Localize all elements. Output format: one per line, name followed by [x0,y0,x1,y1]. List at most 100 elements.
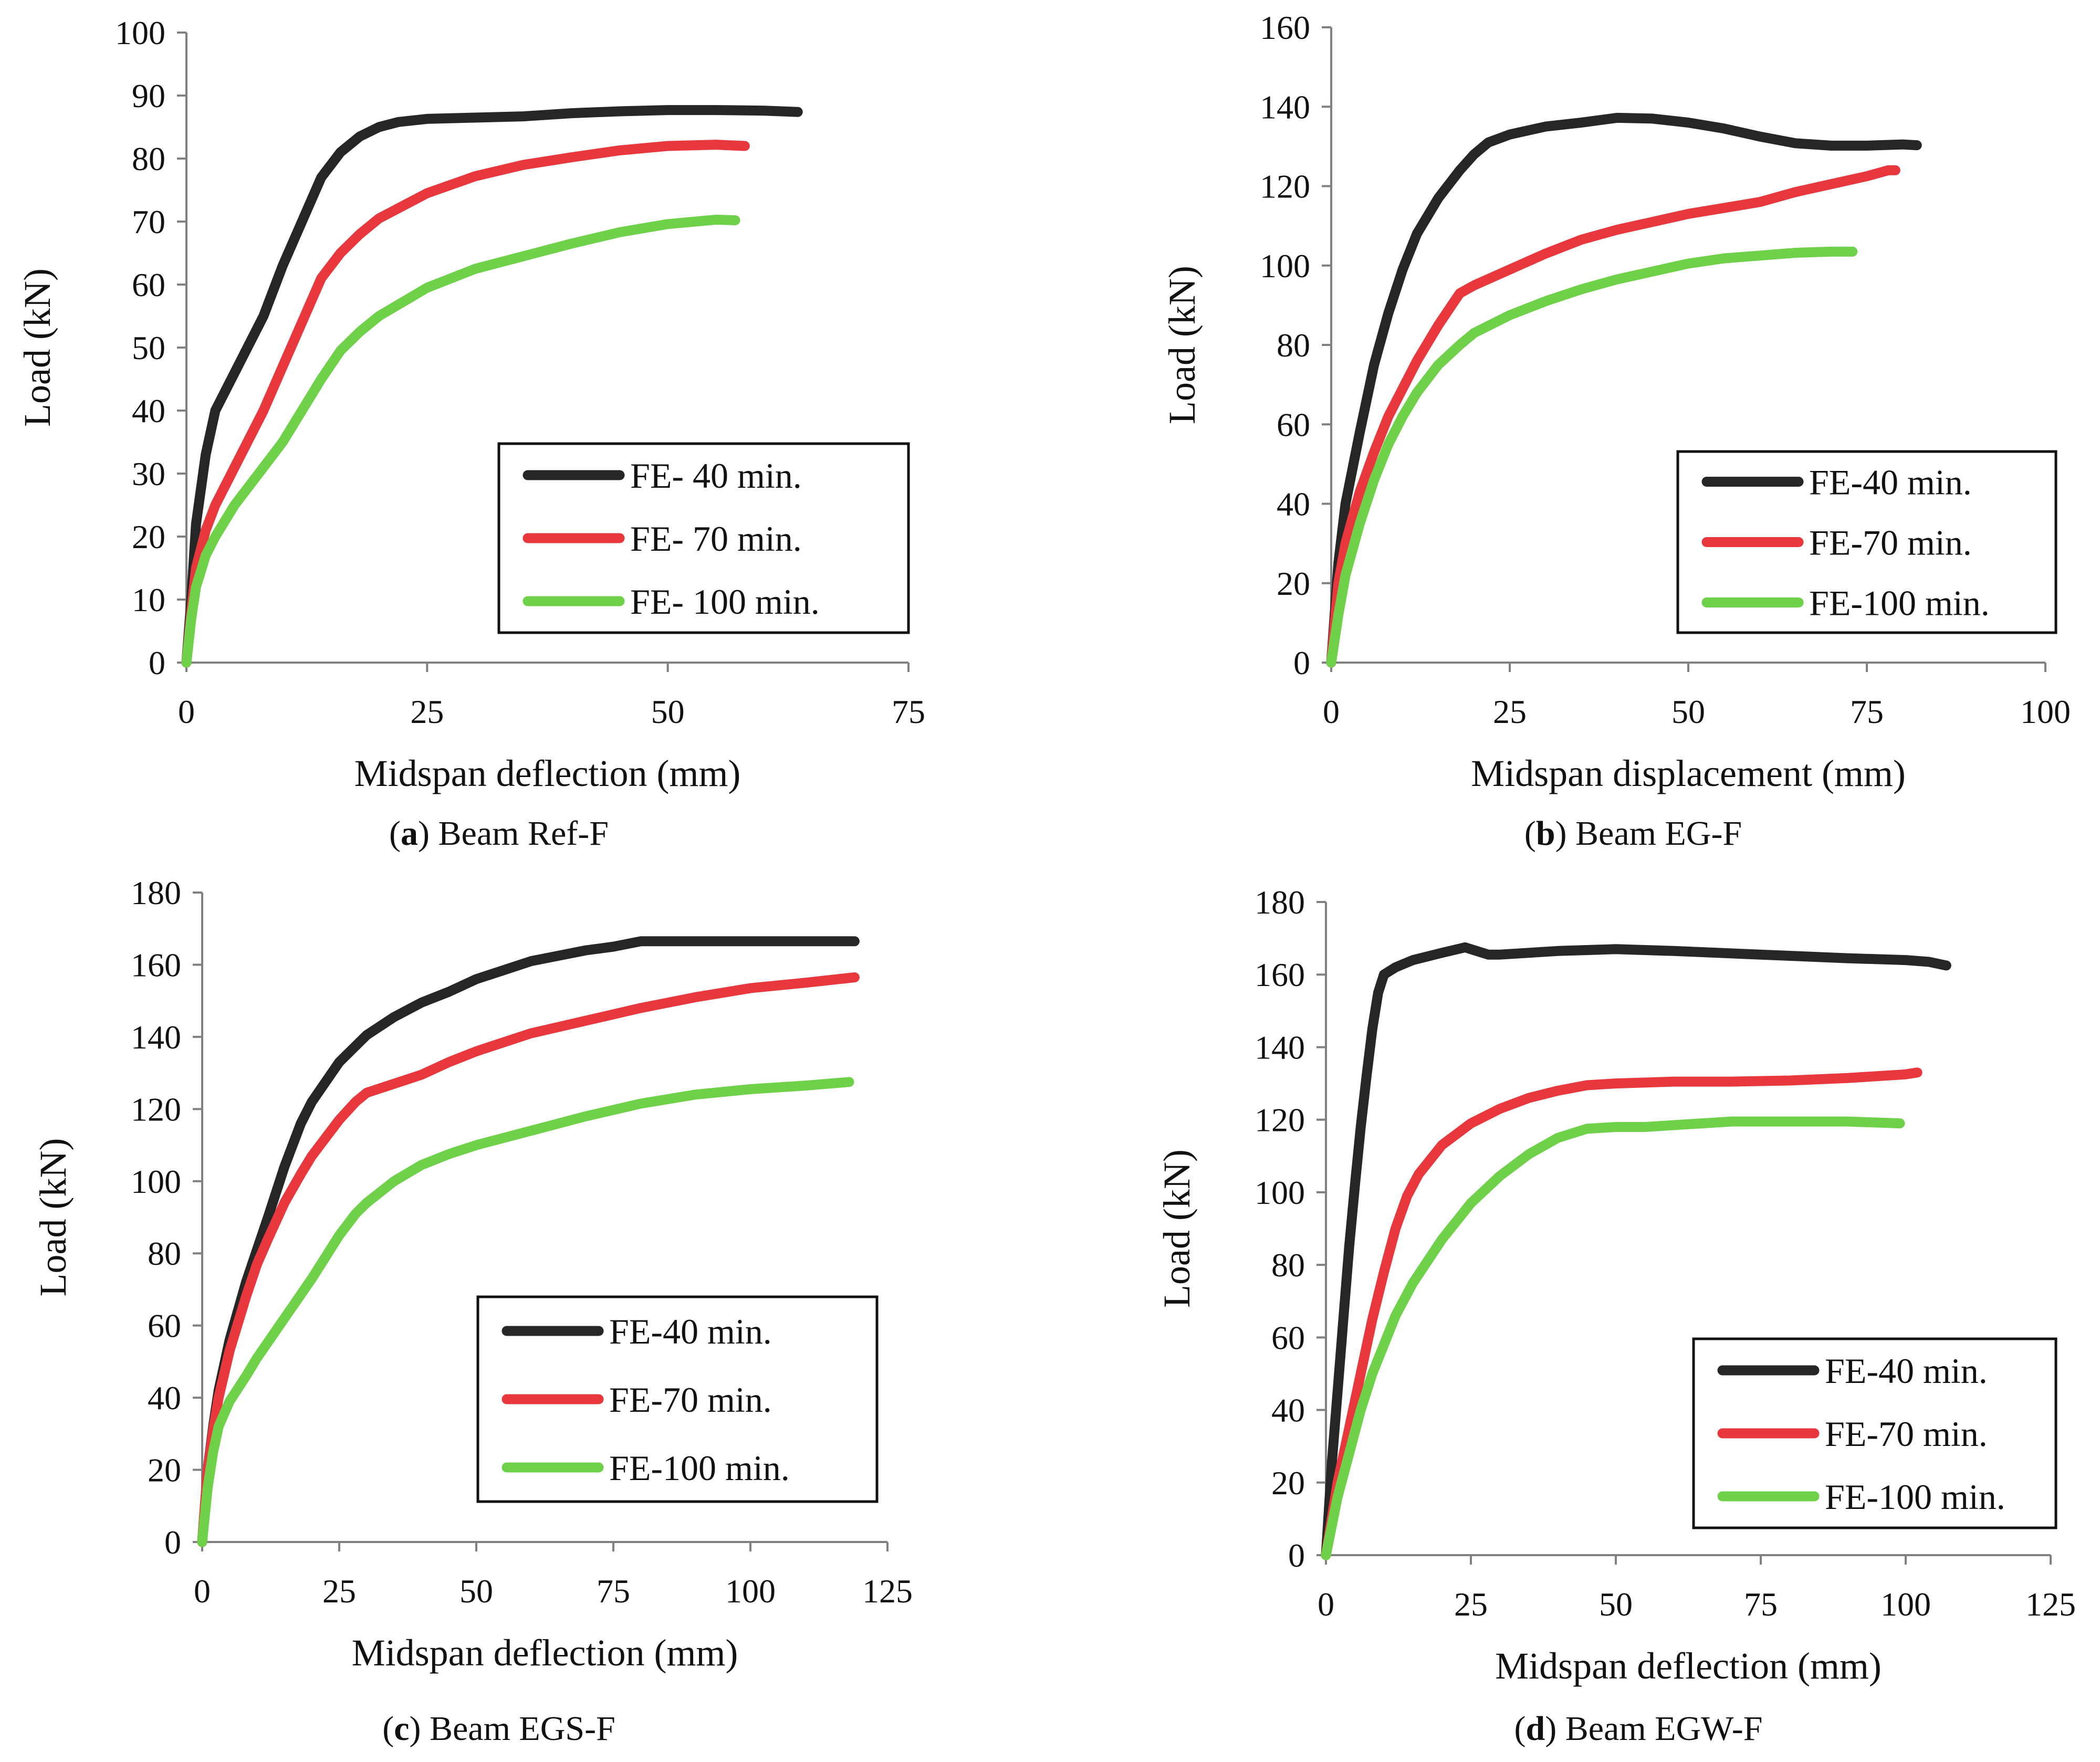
x-tick-label-d: 25 [1454,1586,1488,1623]
legend-label-a-2: FE- 100 min. [630,582,820,622]
x-tick-label-a: 75 [892,693,925,730]
caption-d-text: Beam EGW-F [1556,1709,1763,1748]
series-line-b-1 [1326,165,1900,668]
series-line-c-2 [197,1077,854,1547]
y-axis-label-a: Load (kN) [16,268,58,427]
caption-a: (a) Beam Ref-F [389,814,609,853]
legend-b: FE-40 min. FE-70 min. FE-100 min. [1676,450,2057,634]
x-tick-label-a: 0 [178,693,195,730]
x-tick-label-d: 100 [1880,1586,1931,1623]
x-tick-label-c: 25 [322,1572,356,1610]
y-tick-label-c: 0 [164,1524,181,1561]
y-tick-label-b: 40 [1277,486,1310,523]
caption-c-letter: c [394,1709,410,1748]
legend-label-b-1: FE-70 min. [1809,523,1972,563]
y-tick-label-b: 100 [1260,247,1310,285]
y-tick-label-c: 20 [148,1452,181,1489]
legend-label-d-0: FE-40 min. [1825,1351,1988,1391]
caption-c: (c) Beam EGS-F [382,1709,615,1748]
y-tick-label-b: 60 [1277,406,1310,443]
y-tick-label-a: 50 [132,329,165,366]
x-axis-label-c: Midspan deflection (mm) [352,1632,738,1674]
y-tick-label-a: 60 [132,266,165,303]
y-tick-label-c: 100 [131,1163,181,1200]
legend-a: FE- 40 min. FE- 70 min. FE- 100 min. [497,442,910,634]
y-tick-label-d: 80 [1271,1246,1305,1284]
y-tick-label-a: 70 [132,203,165,240]
y-tick-label-c: 80 [148,1235,181,1272]
series-line-c-1 [197,972,860,1547]
y-tick-label-a: 0 [149,644,165,681]
legend-label-a-0: FE- 40 min. [630,456,802,496]
y-tick-label-c: 160 [131,946,181,983]
y-tick-label-c: 40 [148,1379,181,1417]
series-line-d-1 [1321,1067,1923,1560]
x-tick-label-b: 75 [1850,693,1884,730]
x-tick-label-c: 0 [194,1572,211,1610]
x-tick-label-a: 50 [651,693,685,730]
x-tick-label-c: 100 [725,1572,776,1610]
legend-label-a-1: FE- 70 min. [630,519,802,559]
y-tick-label-b: 140 [1260,88,1310,125]
legend-d: FE-40 min. FE-70 min. FE-100 min. [1692,1337,2057,1529]
x-tick-label-b: 100 [2020,693,2071,730]
y-tick-label-d: 0 [1288,1537,1305,1574]
y-tick-label-d: 20 [1271,1464,1305,1502]
legend-c: FE-40 min. FE-70 min. FE-100 min. [476,1295,879,1503]
y-tick-label-c: 180 [131,874,181,911]
y-tick-label-a: 40 [132,392,165,429]
y-tick-label-d: 100 [1255,1174,1305,1211]
caption-d: (d) Beam EGW-F [1514,1709,1763,1748]
y-tick-label-d: 160 [1255,956,1305,993]
caption-b-text: Beam EG-F [1566,814,1742,853]
x-tick-label-a: 25 [410,693,444,730]
y-tick-label-a: 10 [132,581,165,618]
series-line-b-0 [1326,112,1922,668]
caption-d-letter: d [1526,1709,1545,1748]
panel-b: 0 20 40 60 80 100 120 140 160 0 25 50 75 100 Midspan d… [1161,9,2071,794]
legend-label-d-1: FE-70 min. [1825,1414,1988,1454]
legend-label-c-0: FE-40 min. [609,1312,772,1351]
y-tick-label-d: 140 [1255,1029,1305,1066]
y-tick-label-a: 80 [132,140,165,177]
caption-a-text: Beam Ref-F [430,814,609,853]
series-line-d-0 [1321,942,1951,1560]
caption-a-letter: a [401,814,419,853]
x-tick-label-d: 75 [1744,1586,1778,1623]
x-tick-label-d: 50 [1599,1586,1633,1623]
y-tick-label-d: 120 [1255,1102,1305,1139]
y-tick-label-a: 30 [132,455,165,492]
legend-label-d-2: FE-100 min. [1825,1477,2005,1517]
x-tick-label-d: 125 [2025,1586,2076,1623]
y-tick-label-b: 20 [1277,565,1310,602]
y-tick-label-d: 180 [1255,884,1305,921]
y-tick-label-c: 140 [131,1019,181,1056]
y-tick-label-a: 90 [132,77,165,114]
x-tick-label-b: 0 [1323,693,1340,730]
y-axis-label-c: Load (kN) [32,1138,74,1297]
legend-label-c-1: FE-70 min. [609,1380,772,1420]
panel-a: 0 10 20 30 40 50 60 70 80 90 100 0 25 50 75 Midspan def… [16,14,925,794]
x-tick-label-d: 0 [1318,1586,1334,1623]
panel-c: 0 20 40 60 80 100 120 140 160 180 0 25 50 75 100 125 Mid… [32,874,913,1674]
legend-label-b-2: FE-100 min. [1809,583,1990,623]
y-tick-label-b: 120 [1260,168,1310,205]
series-line-a-1 [181,140,750,668]
x-tick-label-b: 50 [1671,693,1705,730]
y-axis-label-b: Load (kN) [1161,266,1203,424]
y-tick-label-b: 160 [1260,9,1310,46]
panel-d: 0 20 40 60 80 100 120 140 160 180 0 25 50 75 100 125 Mid… [1156,884,2076,1687]
legend-label-c-2: FE-100 min. [609,1448,790,1488]
y-tick-label-b: 0 [1293,644,1310,681]
y-tick-label-c: 60 [148,1307,181,1345]
y-tick-label-d: 60 [1271,1319,1305,1356]
x-tick-label-c: 50 [459,1572,493,1610]
y-axis-label-d: Load (kN) [1156,1149,1198,1308]
series-line-b-2 [1326,246,1858,668]
y-tick-label-b: 80 [1277,327,1310,364]
caption-b: (b) Beam EG-F [1524,814,1742,853]
legend-label-b-0: FE-40 min. [1809,463,1972,502]
y-tick-label-a: 20 [132,518,165,555]
